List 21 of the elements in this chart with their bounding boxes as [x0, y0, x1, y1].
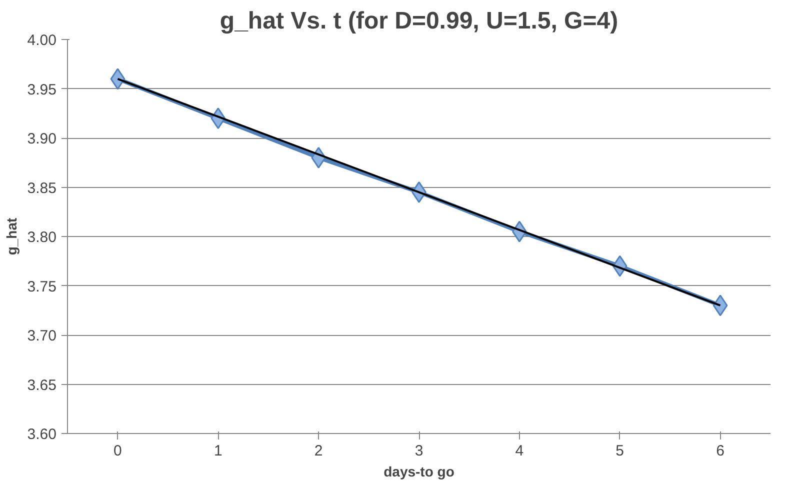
x-tick-label: 3 — [414, 442, 424, 460]
x-tick-label: 0 — [114, 442, 122, 460]
y-tick-label: 4.00 — [27, 32, 57, 49]
y-tick-label: 3.60 — [27, 426, 57, 443]
y-tick-label: 3.65 — [27, 376, 57, 394]
x-tick-label: 1 — [214, 442, 222, 460]
y-tick-label: 3.75 — [27, 278, 57, 296]
y-tick-label: 3.85 — [27, 180, 57, 197]
x-axis-title: days-to go — [384, 464, 454, 480]
y-tick-label: 3.80 — [27, 229, 57, 246]
y-axis-title: g_hat — [3, 217, 20, 256]
y-tick-label: 3.95 — [27, 81, 57, 98]
point — [110, 68, 126, 90]
x-tick-label: 2 — [314, 442, 323, 460]
chart-title: g_hat Vs. t (for D=0.99, U=1.5, G=4) — [220, 8, 618, 34]
x-tick-label: 5 — [616, 442, 624, 460]
y-tick-label: 3.70 — [27, 328, 57, 344]
point — [712, 294, 728, 316]
x-tick-label: 6 — [716, 442, 724, 460]
x-tick-label: 4 — [515, 442, 524, 460]
y-tick-label: 3.90 — [27, 130, 57, 148]
